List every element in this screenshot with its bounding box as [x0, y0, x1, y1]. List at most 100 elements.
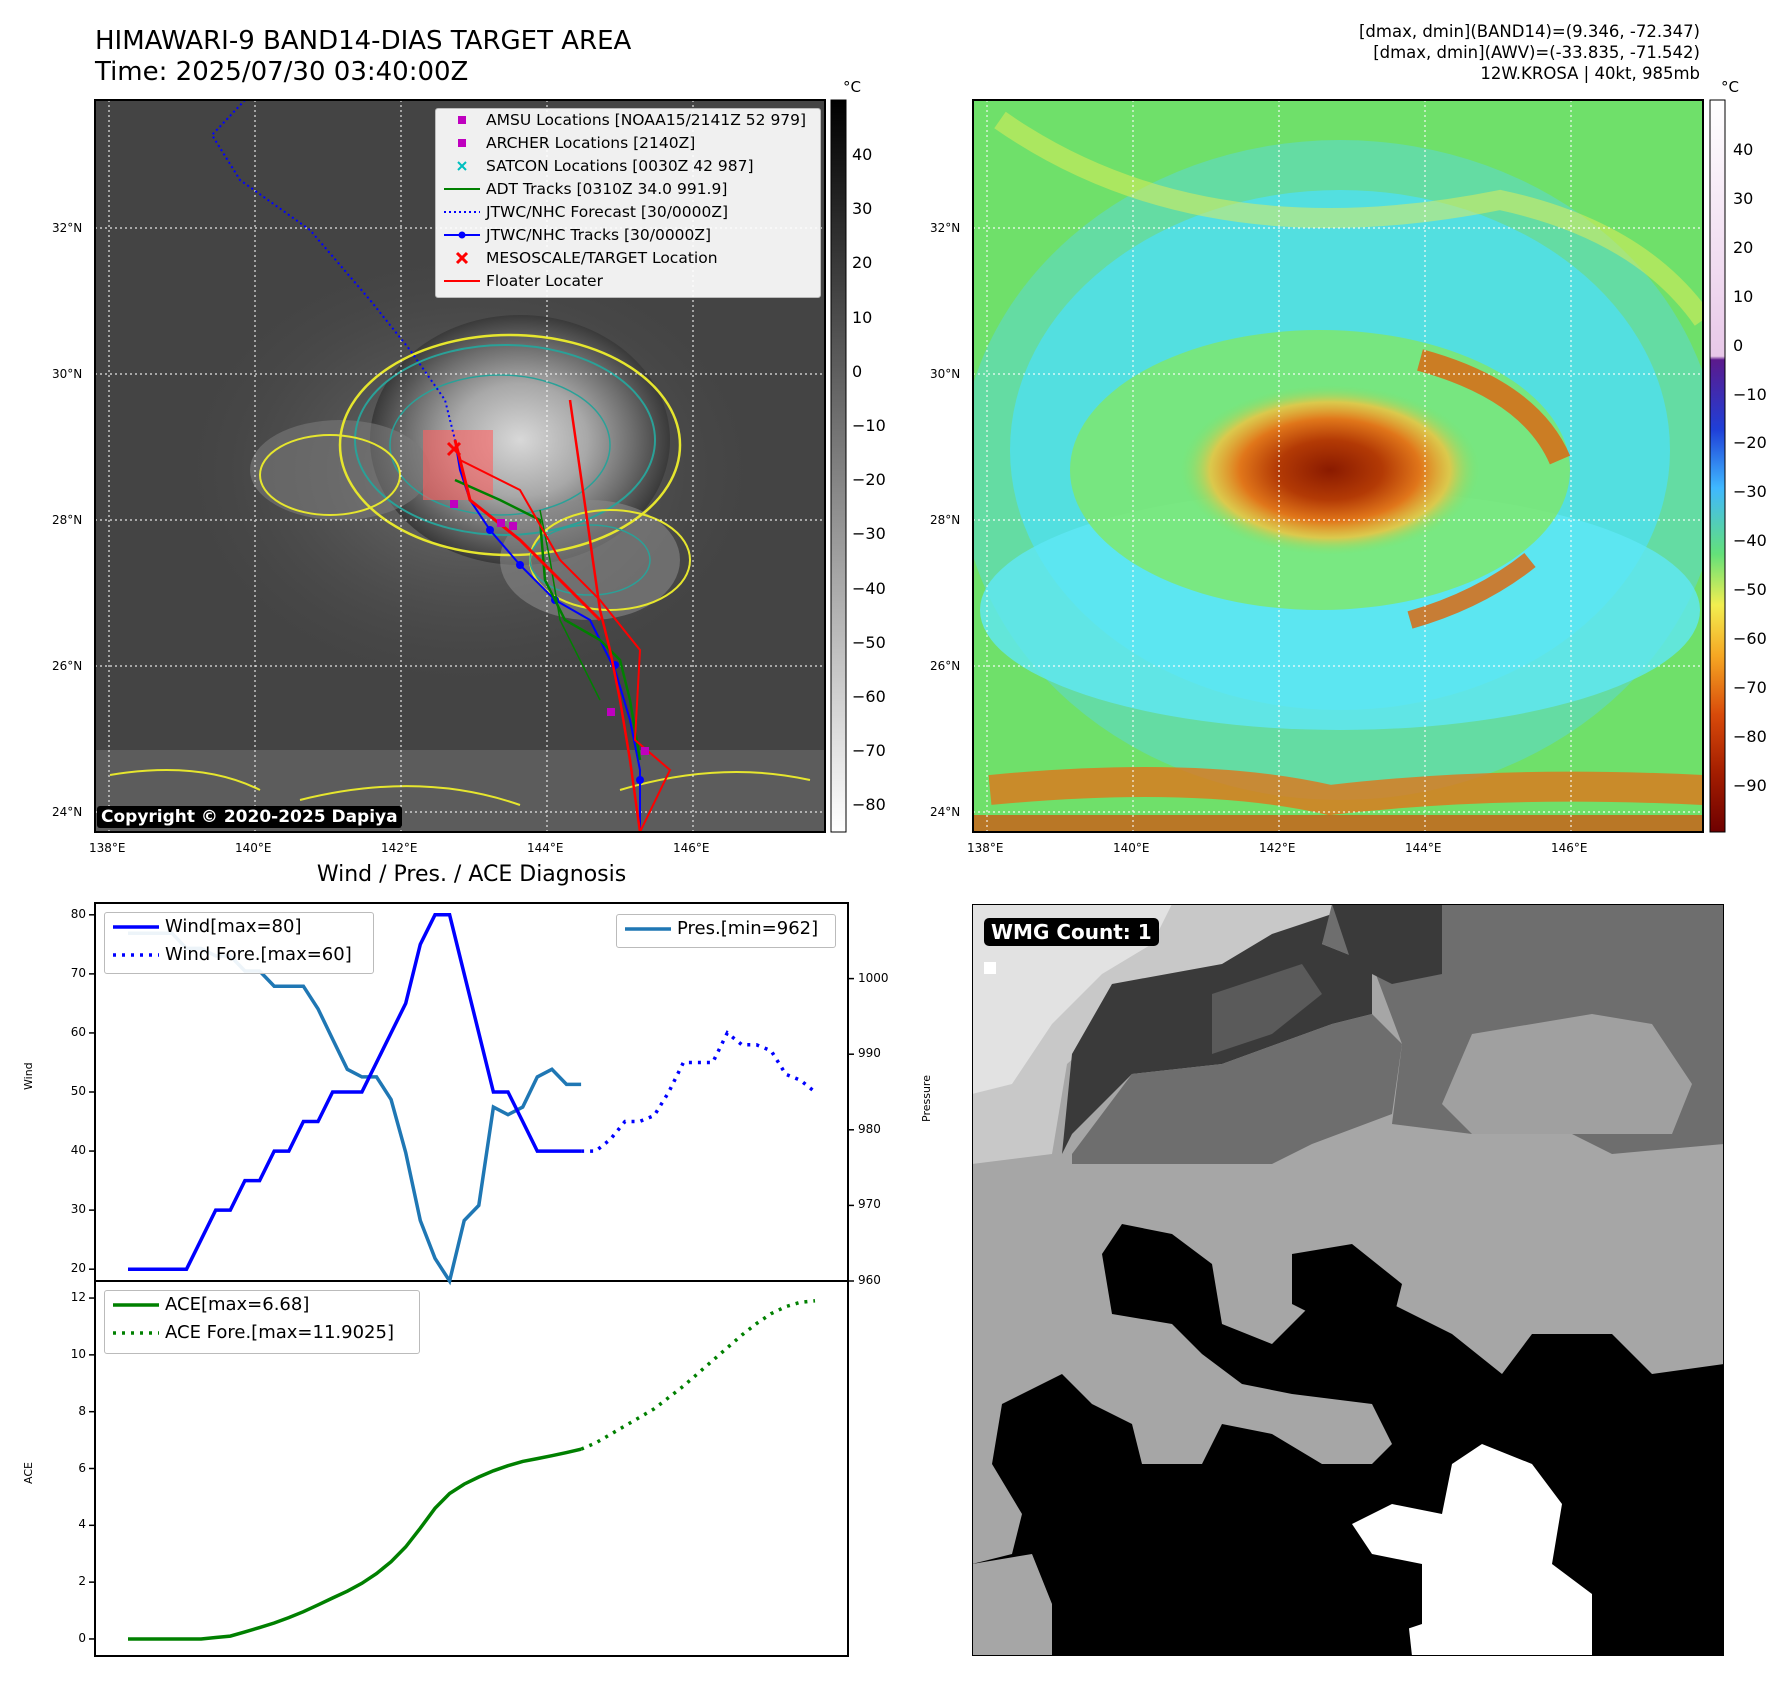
square-marker-icon — [458, 139, 466, 147]
diagnosis-chart — [89, 902, 854, 1657]
lat-label: 28°N — [930, 513, 961, 527]
lon-label: 142°E — [381, 841, 418, 855]
lat-label: 32°N — [52, 221, 83, 235]
axis-tick-label: 970 — [858, 1197, 881, 1212]
legend-item-pres: Pres.[min=962] — [617, 915, 835, 943]
lat-label: 32°N — [930, 221, 961, 235]
storm-info: 12W.KROSA | 40kt, 985mb — [1480, 64, 1700, 83]
lat-label: 30°N — [52, 367, 83, 381]
axis-tick-label: 60 — [70, 1024, 86, 1039]
line-icon — [444, 280, 480, 282]
wmg-panel — [972, 904, 1724, 1656]
lat-label: 24°N — [930, 805, 961, 819]
wind-legend: Wind[max=80] Wind Fore.[max=60] — [104, 912, 374, 974]
axis-tick-label: 4 — [78, 1517, 86, 1532]
lon-label: 140°E — [1113, 841, 1150, 855]
lon-label: 142°E — [1259, 841, 1296, 855]
lon-label: 140°E — [235, 841, 272, 855]
line-icon — [113, 1303, 159, 1307]
colorbar-tick-label: −10 — [1733, 384, 1767, 404]
colorbar-tick-label: 30 — [852, 199, 873, 219]
lat-label: 30°N — [930, 367, 961, 381]
colorbar-tick-label: −10 — [852, 416, 886, 435]
ir-map-panel — [94, 99, 1726, 833]
wind-axis-label: Wind — [22, 1062, 35, 1090]
wmg-count-label: WMG Count: 1 — [984, 918, 1159, 946]
axis-tick-label: 50 — [70, 1084, 86, 1098]
colorbar-unit: °C — [843, 78, 861, 96]
axis-tick-label: 8 — [78, 1403, 86, 1418]
line-dot-icon — [444, 231, 480, 239]
colorbar-tick-label: 0 — [852, 361, 863, 381]
lat-label: 24°N — [52, 805, 83, 819]
colorbar-tick-label: −30 — [1733, 482, 1767, 502]
axis-tick-label: 70 — [70, 965, 86, 980]
axis-tick-label: 80 — [70, 906, 86, 921]
wind-series-line — [128, 913, 582, 1271]
colorbar-unit: °C — [1721, 78, 1739, 96]
axis-tick-label: 6 — [78, 1460, 86, 1475]
band14-range: [dmax, dmin](BAND14)=(9.346, -72.347) — [1358, 22, 1700, 41]
chart-title: HIMAWARI-9 BAND14-DIAS TARGET AREA — [95, 26, 632, 56]
colorbar-tick-label: −60 — [1733, 629, 1767, 648]
axis-tick-label: 2 — [78, 1574, 86, 1589]
colorbar-tick-label: −70 — [1733, 677, 1767, 697]
lon-label: 144°E — [527, 841, 564, 855]
awv-range: [dmax, dmin](AWV)=(-33.835, -71.542) — [1373, 43, 1700, 62]
colorbar-tick-label: 40 — [852, 145, 873, 164]
colorbar-tick-label: −90 — [1733, 775, 1767, 795]
colorbar-tick-label: 20 — [1733, 237, 1754, 257]
lon-label: 144°E — [1405, 841, 1442, 855]
axis-tick-label: 10 — [70, 1346, 86, 1361]
axis-tick-label: 20 — [70, 1261, 86, 1276]
axis-tick-label: 40 — [70, 1143, 86, 1158]
ace-legend: ACE[max=6.68] ACE Fore.[max=11.9025] — [104, 1290, 420, 1354]
line-icon — [625, 927, 671, 931]
colorbar-tick-label: 10 — [852, 307, 873, 327]
legend-item-ace-fore: ACE Fore.[max=11.9025] — [105, 1319, 419, 1347]
legend-item-wind-fore: Wind Fore.[max=60] — [105, 941, 373, 969]
axis-tick-label: 990 — [858, 1046, 881, 1061]
x-marker-icon — [455, 251, 469, 265]
pressure-legend: Pres.[min=962] — [616, 914, 836, 948]
pressure-axis-label: Pressure — [920, 1075, 933, 1122]
lat-label: 26°N — [52, 659, 83, 673]
colorbar-tick-label: −50 — [1733, 580, 1767, 600]
lon-label: 146°E — [673, 841, 710, 855]
legend-item-amsu: AMSU Locations [NOAA15/2141Z 52 979] — [436, 109, 820, 132]
legend-item-ace: ACE[max=6.68] — [105, 1291, 419, 1319]
colorbar-tick-label: 30 — [1733, 188, 1754, 208]
axis-tick-label: 980 — [858, 1121, 881, 1136]
line-icon — [113, 925, 159, 929]
colorbar-tick-label: 40 — [1733, 140, 1754, 159]
legend-item-adt: ADT Tracks [0310Z 34.0 991.9] — [436, 178, 820, 201]
colorbar-tick-label: −80 — [1733, 726, 1767, 746]
colorbar-tick-label: 10 — [1733, 286, 1754, 306]
diag-title: Wind / Pres. / ACE Diagnosis — [316, 862, 627, 887]
colorbar-tick-label: −80 — [852, 795, 886, 815]
dotted-line-icon — [113, 1331, 159, 1335]
colorbar-tick-label: −30 — [852, 524, 886, 544]
colorbar-tick-label: −20 — [1733, 433, 1767, 453]
colorbar-tick-label: −50 — [852, 632, 886, 652]
ace-series-line — [128, 1447, 582, 1641]
wind-forecast-series-line — [581, 1030, 817, 1153]
lat-label: 26°N — [930, 659, 961, 673]
lat-label: 28°N — [52, 513, 83, 527]
lon-label: 138°E — [89, 841, 126, 855]
dotted-line-icon — [113, 953, 159, 957]
colorbar-tick-label: −60 — [852, 687, 886, 706]
axis-tick-label: 1000 — [858, 970, 889, 985]
colorbar-tick-label: 20 — [852, 253, 873, 273]
axis-tick-label: 12 — [70, 1290, 86, 1305]
copyright-label: Copyright © 2020-2025 Dapiya — [97, 806, 402, 828]
colorbar-tick-label: −40 — [1733, 531, 1767, 551]
square-marker-icon — [458, 116, 466, 124]
lon-label: 146°E — [1551, 841, 1588, 855]
colorbar-tick-label: −20 — [852, 470, 886, 490]
legend-item-floater: Floater Locater — [436, 270, 820, 293]
legend-item-satcon: SATCON Locations [0030Z 42 987] — [436, 155, 820, 178]
legend-item-tracks: JTWC/NHC Tracks [30/0000Z] — [436, 224, 820, 247]
x-marker-icon — [457, 161, 467, 171]
lon-label: 138°E — [967, 841, 1004, 855]
